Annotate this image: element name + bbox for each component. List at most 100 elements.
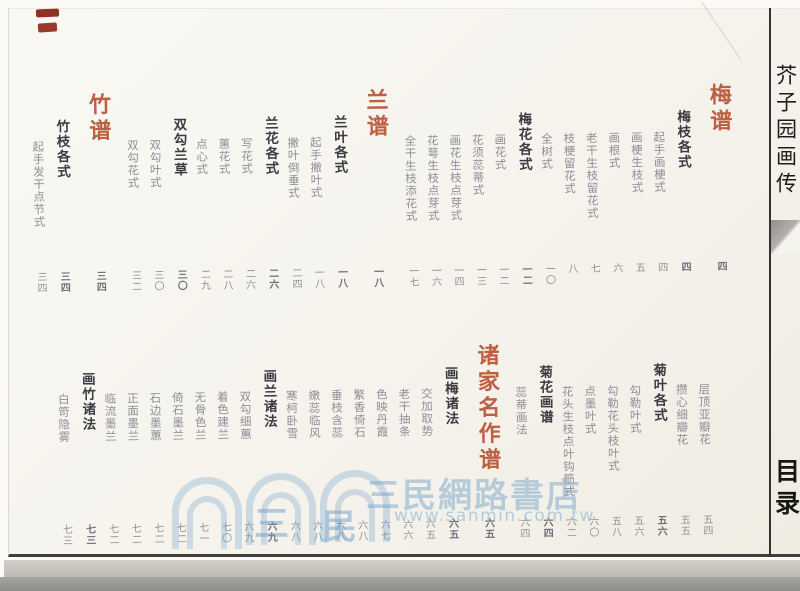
toc-column: 寒柯卧雪 六八 (280, 347, 306, 549)
toc-column: 蕊蒂画法 六四 (509, 343, 535, 545)
toc-entry-label: 色映丹霞 (374, 388, 390, 439)
toc-entry-label: 老干生枝留花式 (584, 131, 601, 220)
toc-column: 勾勒花头枝叶式 五八 (601, 341, 627, 543)
page-number: 六六 (400, 518, 413, 542)
page-number: 一六 (429, 265, 441, 288)
toc-entry-label: 攒心细瓣花 (674, 383, 690, 447)
toc-column: 着色建兰 七〇 (211, 348, 237, 550)
page-number: 五八 (609, 515, 621, 538)
page-number: 五 (633, 262, 645, 274)
toc-entry-label: 倚石墨兰 (170, 391, 186, 442)
toc-entry-label: 全干生枝添花式 (403, 134, 419, 223)
toc-entry-label: 枝梗留花式 (562, 132, 578, 195)
page-number: 四 (714, 260, 727, 273)
toc-column: 兰谱 一八 (355, 88, 396, 299)
subsection-title: 菊花画谱 (536, 364, 554, 425)
toc-column: 双勾细蕙 六九 (233, 347, 259, 549)
toc-column: 竹枝各式 三四 (49, 93, 76, 303)
toc-column: 梅枝各式四 (670, 83, 697, 293)
toc-column: 起手发干点节式 三四 (26, 93, 52, 303)
toc-entry-label: 双勾叶式 (148, 138, 164, 189)
toc-entry-label: 画花式 (493, 133, 508, 172)
page-under-edge (4, 560, 800, 577)
page-number: 五六 (654, 514, 667, 538)
page-number: 二八 (220, 268, 233, 291)
toc-column: 兰花各式 二六 (257, 90, 284, 300)
toc-column: 白笴隐雾 七三 (52, 350, 78, 552)
subsection-title: 兰叶各式 (330, 114, 348, 176)
page-number: 五六 (631, 515, 644, 538)
toc-column: 嫩蕊临风 六八 (302, 346, 328, 548)
page-number: 五四 (700, 514, 713, 537)
toc-column: 竹谱 三四 (78, 92, 119, 303)
toc-entry-label: 石边墨蕙 (148, 391, 164, 442)
toc-entry-label: 花须蕊蒂式 (470, 133, 486, 197)
toc-column: 画竹诸法 七三 (74, 350, 101, 552)
page-number: 三四 (34, 271, 47, 294)
page-number: 六八 (310, 520, 323, 543)
toc-entry-label: 繁香倚石 (352, 388, 367, 439)
toc-column: 枝梗留花式八 (557, 85, 583, 295)
toc-entry-label: 垂枝含蕊 (329, 388, 345, 440)
page-number: 六七 (378, 519, 390, 542)
page-number: 六八 (288, 520, 300, 543)
toc-entry-label: 蕊蒂画法 (514, 385, 529, 437)
toc-entry-label: 蕙花式 (217, 137, 232, 176)
page-number: 六五 (446, 518, 458, 541)
page-number: 六 (610, 262, 622, 274)
subsection-title: 画兰诸法 (260, 368, 278, 430)
toc-entry-label: 花头生枝点叶钩筋式 (560, 385, 577, 498)
book-title-strip: 芥子园画传 目录 (769, 8, 800, 557)
page-number: 一八 (335, 266, 347, 290)
page-number: 八 (565, 263, 577, 275)
page-number: 三〇 (151, 269, 164, 292)
page-number: 六八 (355, 519, 368, 542)
toc-column: 蕙花式 二八 (212, 91, 238, 301)
toc-entry-label: 白笴隐雾 (56, 393, 72, 444)
section-title: 梅谱 (705, 82, 732, 136)
section-title: 竹谱 (84, 92, 111, 145)
toc-entry-label: 起手撇叶式 (308, 136, 324, 199)
toc-entry-label: 画根式 (607, 131, 622, 170)
toc-column: 点墨叶式 六〇 (578, 342, 604, 544)
toc-entry-label: 老干抽条 (397, 387, 412, 439)
page-number: 一三 (474, 264, 486, 287)
page-number: 二九 (198, 268, 210, 292)
toc-column: 倚石墨兰 七二 (166, 348, 192, 550)
subsection-title: 画梅诸法 (441, 366, 459, 427)
section-title: 诸家名作谱 (473, 343, 501, 474)
page-number: 七二 (129, 523, 141, 546)
page-number: 二六 (243, 268, 255, 291)
toc-entry-label: 花萼生枝点芽式 (425, 134, 442, 223)
toc-column: 全干生枝添花式 一七 (398, 88, 424, 298)
toc-column: 垂枝含蕊 六八 (325, 346, 351, 548)
toc-column: 画梗生枝式五 (625, 84, 651, 294)
toc-column: 临流墨兰 七二 (98, 349, 124, 551)
toc-column: 攒心细瓣花 五五 (670, 340, 696, 542)
toc-column: 花须蕊蒂式 一三 (466, 87, 492, 297)
toc-entry-label: 勾勒叶式 (628, 384, 643, 435)
page-number: 六〇 (586, 515, 599, 539)
toc-column: 花萼生枝点芽式 一六 (421, 87, 447, 297)
page-number: 六四 (517, 517, 530, 540)
toc-column: 写花式 二六 (235, 90, 261, 300)
page-number: 一〇 (543, 263, 555, 286)
toc-column: 老干抽条 六六 (392, 345, 418, 547)
toc-column: 梅花各式 一二 (511, 86, 538, 296)
toc-column: 撇叶倒垂式 二四 (281, 89, 307, 299)
toc-entry-label: 双勾花式 (125, 139, 141, 190)
toc-column: 老干生枝留花式七 (580, 85, 606, 295)
toc-column: 起手画梗式四 (647, 84, 673, 294)
page-number: 三四 (58, 271, 70, 294)
toc-entry-label: 全树式 (539, 132, 555, 171)
toc-column: 双勾花式 三二 (121, 92, 147, 302)
toc-column: 无骨色兰 七一 (188, 348, 214, 550)
page-number: 三〇 (175, 269, 187, 292)
toc-entry-label: 寒柯卧雪 (284, 389, 300, 440)
page-number: 七 (588, 262, 600, 275)
page-number: 六四 (540, 516, 553, 539)
subsection-title: 兰花各式 (261, 115, 279, 177)
toc-column: 层顶亚瓣花 五四 (692, 340, 718, 542)
toc-column: 菊叶各式 五六 (646, 341, 673, 543)
